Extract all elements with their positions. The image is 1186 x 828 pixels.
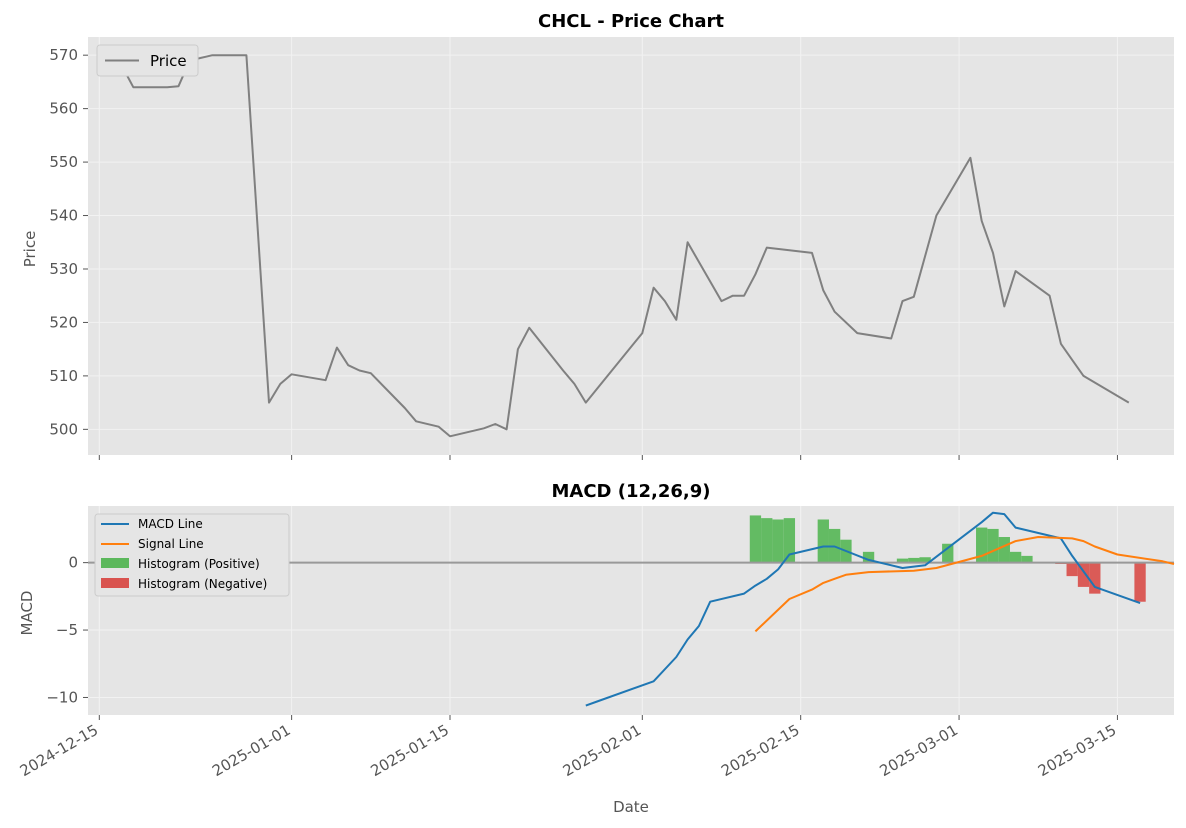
macd-chart-title: MACD (12,26,9) bbox=[551, 481, 710, 502]
x-tick-label: 2025-03-15 bbox=[1035, 721, 1120, 780]
macd-y-tick-label: 0 bbox=[68, 554, 78, 572]
price-series bbox=[98, 54, 1130, 438]
macd-legend-label-negative: Histogram (Negative) bbox=[138, 577, 267, 591]
price-y-tick-label: 510 bbox=[49, 367, 78, 385]
price-legend: Price bbox=[96, 44, 199, 77]
histogram-bar-histogram-negative bbox=[1134, 562, 1146, 602]
histogram-bar-histogram-positive bbox=[1021, 555, 1033, 563]
macd-y-ticks: −10 −5 0 bbox=[46, 554, 88, 706]
macd-legend-box bbox=[94, 513, 290, 597]
series-line-macd-line bbox=[585, 511, 1141, 707]
histogram-bar-histogram-positive bbox=[942, 543, 954, 563]
price-y-tick-label: 500 bbox=[49, 420, 78, 438]
histogram-bar-histogram-positive bbox=[908, 557, 920, 563]
histogram-bar-histogram-positive bbox=[749, 515, 762, 563]
macd-legend-label-macd: MACD Line bbox=[138, 517, 203, 531]
macd-x-ticks: 2024-12-15 2025-01-01 2025-01-15 2025-02-01… bbox=[17, 715, 1120, 780]
histogram-bar-histogram-positive bbox=[896, 558, 909, 563]
macd-legend-swatch-positive bbox=[101, 558, 129, 568]
price-grid bbox=[88, 37, 1174, 455]
histogram-bar-histogram-negative bbox=[1077, 562, 1090, 587]
price-legend-box bbox=[96, 44, 199, 77]
price-plot-area bbox=[88, 37, 1174, 455]
price-y-tick-label: 560 bbox=[49, 100, 78, 118]
histogram-bar-histogram-positive bbox=[783, 518, 796, 563]
histogram-bar-histogram-positive bbox=[998, 537, 1010, 563]
price-y-tick-label: 540 bbox=[49, 207, 78, 225]
macd-legend: MACD Line Signal Line Histogram (Positiv… bbox=[94, 513, 290, 597]
macd-y-axis-label: MACD bbox=[18, 591, 36, 636]
x-axis-label: Date bbox=[613, 798, 649, 816]
series-line-price bbox=[98, 54, 1130, 438]
macd-legend-label-signal: Signal Line bbox=[138, 537, 204, 551]
macd-panel: −10−50 2024-12-15 2025-01-01 2025-01-15 202… bbox=[17, 481, 1175, 816]
price-y-tick-label: 530 bbox=[49, 260, 78, 278]
x-tick-label: 2025-01-15 bbox=[367, 721, 452, 780]
histogram-bar-histogram-positive bbox=[862, 551, 875, 563]
histogram-bar-histogram-negative bbox=[1089, 562, 1101, 594]
price-chart-title: CHCL - Price Chart bbox=[538, 11, 724, 32]
price-y-tick-label: 520 bbox=[49, 313, 78, 331]
histogram-bar-histogram-positive bbox=[817, 519, 829, 563]
price-panel: 500 510 520 530 540 550 560 570 CHCL - Price Ch… bbox=[21, 11, 1174, 460]
histogram-bar-histogram-positive bbox=[976, 527, 988, 563]
x-tick-label: 2025-01-01 bbox=[209, 721, 294, 780]
histogram-bar-histogram-positive bbox=[987, 528, 999, 563]
price-y-ticks: 500 510 520 530 540 550 560 570 bbox=[49, 46, 88, 438]
macd-legend-swatch-negative bbox=[101, 578, 129, 588]
histogram-bar-histogram-negative bbox=[1066, 562, 1078, 577]
price-y-axis-label: Price bbox=[21, 231, 39, 268]
macd-y-tick-label: −10 bbox=[46, 688, 78, 706]
price-legend-label: Price bbox=[150, 52, 187, 70]
x-tick-label: 2025-03-01 bbox=[877, 721, 962, 780]
x-tick-label: 2024-12-15 bbox=[17, 721, 102, 780]
macd-legend-label-positive: Histogram (Positive) bbox=[138, 557, 260, 571]
histogram-bar-histogram-positive bbox=[761, 518, 773, 563]
x-tick-label: 2025-02-15 bbox=[718, 721, 803, 780]
price-x-ticks bbox=[98, 455, 1118, 460]
histogram-bar-histogram-positive bbox=[772, 519, 784, 563]
macd-series bbox=[585, 511, 1175, 707]
histogram-bar-histogram-positive bbox=[1009, 551, 1022, 563]
price-y-tick-label: 550 bbox=[49, 153, 78, 171]
series-line-signal-line bbox=[754, 536, 1175, 633]
x-tick-label: 2025-02-01 bbox=[560, 721, 645, 780]
histogram-bar-histogram-positive bbox=[919, 557, 931, 563]
macd-y-tick-label: −5 bbox=[56, 621, 78, 639]
macd-histogram bbox=[749, 515, 1146, 602]
price-y-tick-label: 570 bbox=[49, 46, 78, 64]
